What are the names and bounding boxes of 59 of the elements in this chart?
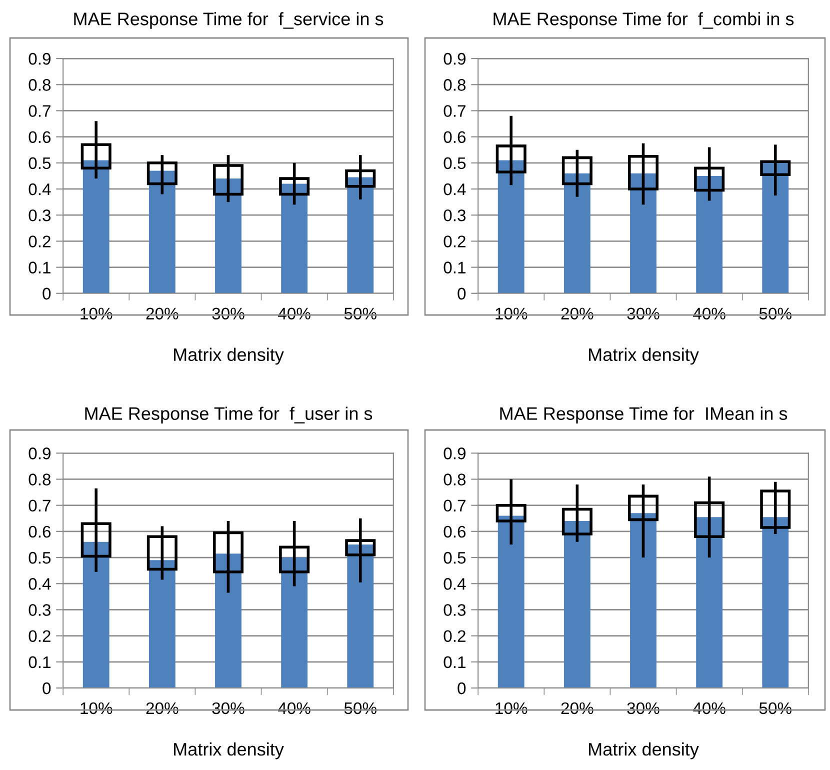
y-tick-label: 0.7 — [28, 500, 50, 512]
y-tick-label: 0.9 — [28, 52, 50, 65]
y-tick-label: 0.5 — [444, 552, 466, 564]
bar — [82, 160, 110, 294]
chart-title: MAE Response Time for IMean in s — [500, 406, 788, 424]
y-tick-label: 0.6 — [444, 131, 466, 144]
y-tick-label: 0 — [42, 682, 51, 694]
y-tick-label: 0.3 — [444, 209, 466, 222]
y-tick-label: 0.5 — [28, 552, 51, 564]
y-tick-label: 0.7 — [444, 105, 466, 117]
chart-title: MAE Response Time for f_combi in s — [494, 12, 794, 29]
y-tick-label: 0.4 — [28, 183, 51, 196]
y-tick-label: 0 — [458, 288, 466, 300]
y-tick-label: 0.4 — [444, 183, 466, 196]
x-axis-title: Matrix density — [589, 742, 699, 760]
y-tick-label: 0.8 — [444, 79, 466, 91]
y-tick-label: 0.8 — [28, 474, 51, 486]
y-tick-label: 0.7 — [444, 500, 466, 512]
y-tick-label: 0.8 — [444, 474, 466, 486]
y-tick-label: 0.9 — [444, 448, 466, 460]
bar — [630, 173, 656, 294]
y-tick-label: 0.2 — [444, 630, 466, 642]
chart-title: MAE Response Time for f_user in s — [85, 406, 372, 424]
chart-title: MAE Response Time for f_service in s — [74, 12, 384, 29]
x-axis-title: Matrix density — [589, 348, 699, 365]
y-tick-label: 0.4 — [444, 578, 466, 590]
y-tick-label: 0 — [458, 682, 466, 694]
y-tick-label: 0.5 — [28, 157, 51, 170]
y-tick-label: 0.2 — [28, 630, 50, 642]
bar — [762, 162, 789, 294]
bar — [148, 170, 176, 294]
y-tick-label: 0.2 — [28, 236, 50, 248]
bar — [347, 177, 374, 294]
y-tick-label: 0.1 — [444, 262, 466, 274]
y-tick-label: 0.3 — [444, 604, 466, 616]
y-tick-label: 0.5 — [444, 157, 466, 170]
y-tick-label: 0.1 — [28, 262, 50, 274]
candlestick — [760, 480, 791, 536]
y-tick-label: 0.4 — [28, 578, 51, 590]
y-tick-label: 0.6 — [28, 526, 51, 538]
y-tick-label: 0.6 — [28, 131, 51, 144]
bar — [696, 176, 723, 294]
y-tick-label: 0.9 — [444, 52, 466, 65]
y-tick-label: 0.2 — [444, 236, 466, 248]
y-tick-label: 0.9 — [28, 448, 50, 460]
y-tick-label: 0.3 — [28, 604, 51, 616]
y-tick-label: 0.1 — [28, 656, 50, 668]
bar — [564, 173, 590, 294]
bar — [281, 184, 308, 294]
bar — [215, 178, 242, 294]
y-tick-label: 0.3 — [28, 209, 51, 222]
y-tick-label: 0.8 — [28, 79, 51, 91]
bar — [498, 160, 524, 294]
y-tick-label: 0.7 — [28, 105, 50, 117]
y-tick-label: 0.6 — [444, 526, 466, 538]
x-axis-title: Matrix density — [174, 348, 284, 365]
y-tick-label: 0.1 — [444, 656, 466, 668]
y-tick-label: 0 — [42, 288, 51, 300]
x-axis-title: Matrix density — [174, 742, 284, 760]
